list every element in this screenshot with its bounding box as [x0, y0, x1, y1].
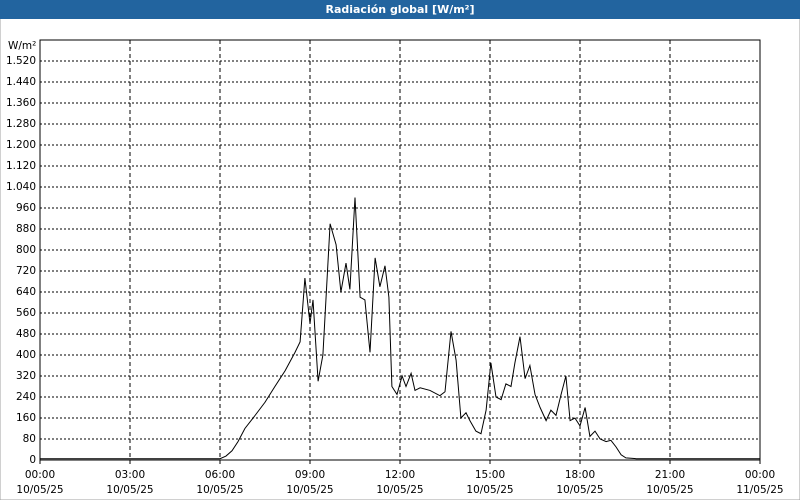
x-tick-label: 10/05/25: [466, 484, 513, 496]
chart-title: Radiación global [W/m²]: [325, 3, 474, 16]
x-tick-label: 03:00: [115, 469, 145, 481]
x-tick-label: 09:00: [295, 469, 325, 481]
x-tick-label: 10/05/25: [106, 484, 153, 496]
x-tick-label: 10/05/25: [16, 484, 63, 496]
y-axis-label: W/m²: [8, 40, 36, 52]
y-tick-label: 160: [16, 412, 36, 424]
y-tick-label: 0: [29, 454, 36, 466]
y-tick-label: 1.120: [6, 160, 36, 172]
title-bar: [0, 0, 800, 19]
y-tick-label: 1.440: [6, 76, 36, 88]
y-tick-label: 1.520: [6, 55, 36, 67]
y-tick-label: 320: [16, 370, 36, 382]
x-tick-label: 10/05/25: [286, 484, 333, 496]
y-tick-label: 80: [23, 433, 36, 445]
x-tick-label: 10/05/25: [556, 484, 603, 496]
x-tick-label: 06:00: [205, 469, 235, 481]
x-tick-label: 10/05/25: [646, 484, 693, 496]
y-tick-label: 240: [16, 391, 36, 403]
x-tick-label: 10/05/25: [376, 484, 423, 496]
x-tick-label: 00:00: [25, 469, 55, 481]
x-tick-label: 11/05/25: [736, 484, 783, 496]
y-tick-label: 720: [16, 265, 36, 277]
plot-frame: [39, 39, 761, 461]
y-tick-label: 1.200: [6, 139, 36, 151]
y-tick-label: 1.360: [6, 97, 36, 109]
x-tick-label: 18:00: [565, 469, 595, 481]
y-tick-label: 800: [16, 244, 36, 256]
y-tick-label: 880: [16, 223, 36, 235]
x-tick-label: 10/05/25: [196, 484, 243, 496]
x-tick-label: 12:00: [385, 469, 415, 481]
y-tick-label: 560: [16, 307, 36, 319]
y-tick-label: 1.040: [6, 181, 36, 193]
x-tick-label: 15:00: [475, 469, 505, 481]
x-tick-label: 00:00: [745, 469, 775, 481]
y-tick-label: 400: [16, 349, 36, 361]
data-line: [40, 197, 760, 460]
y-tick-label: 480: [16, 328, 36, 340]
y-tick-label: 1.280: [6, 118, 36, 130]
y-tick-label: 960: [16, 202, 36, 214]
x-tick-label: 21:00: [655, 469, 685, 481]
y-tick-label: 640: [16, 286, 36, 298]
